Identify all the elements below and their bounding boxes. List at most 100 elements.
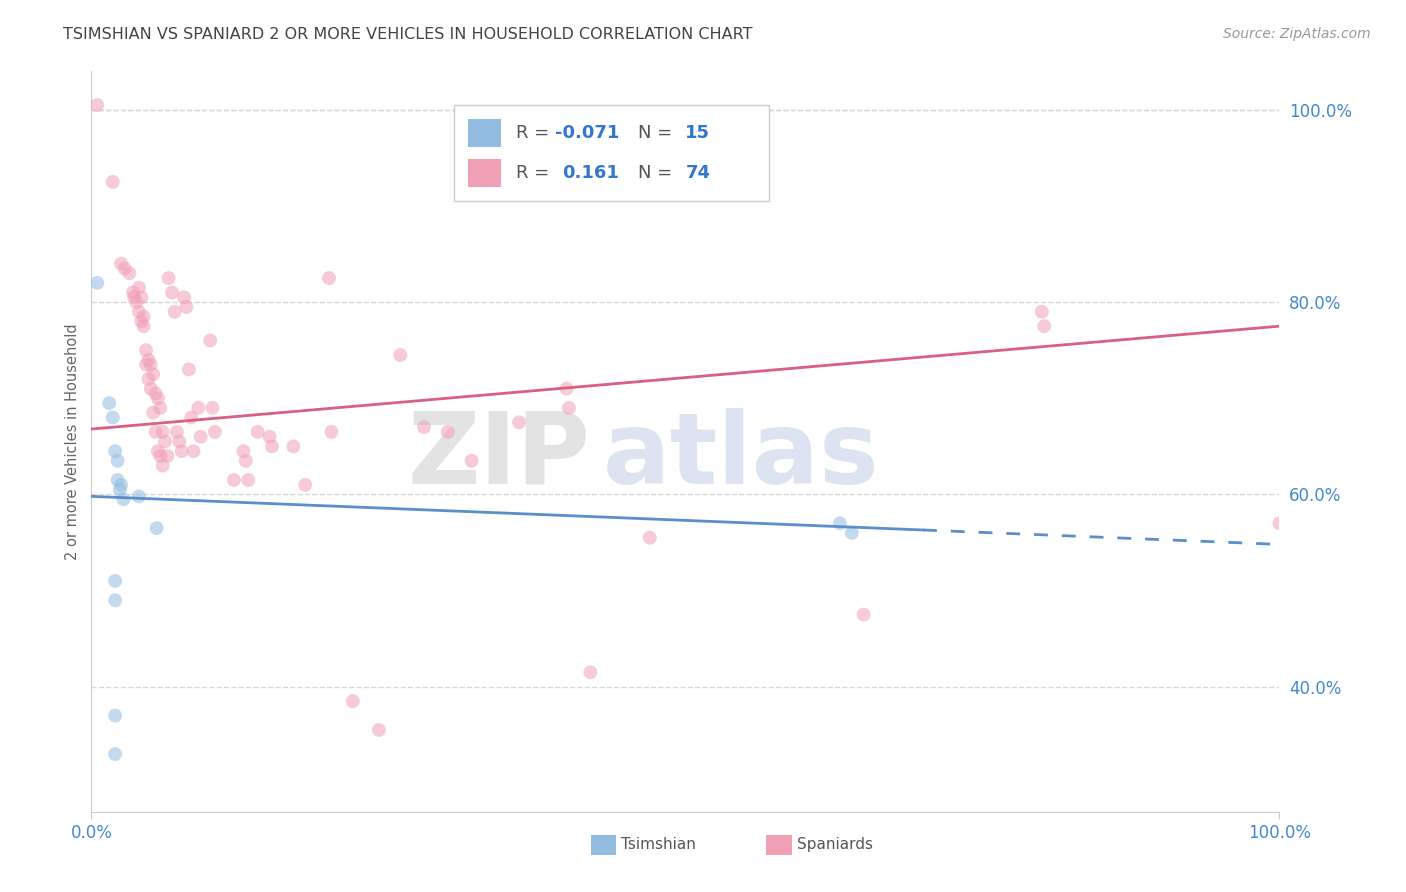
Point	[139, 358, 162, 372]
Point	[152, 458, 174, 473]
Point	[156, 449, 179, 463]
Text: TSIMSHIAN VS SPANIARD 2 OR MORE VEHICLES IN HOUSEHOLD CORRELATION CHART: TSIMSHIAN VS SPANIARD 2 OR MORE VEHICLES…	[63, 27, 752, 42]
Point	[104, 574, 127, 588]
Point	[163, 304, 186, 318]
Point	[413, 420, 436, 434]
Point	[170, 444, 193, 458]
Point	[153, 434, 176, 449]
Point	[204, 425, 226, 439]
Point	[86, 276, 108, 290]
Point	[86, 98, 108, 112]
Point	[173, 290, 195, 304]
Point	[177, 362, 200, 376]
Text: N =: N =	[638, 124, 678, 142]
Point	[101, 175, 124, 189]
Text: 74: 74	[685, 164, 710, 182]
Bar	[468, 159, 502, 186]
Point	[139, 382, 162, 396]
Point	[104, 444, 127, 458]
Text: R =: R =	[516, 164, 554, 182]
Point	[1268, 516, 1291, 531]
Point	[110, 257, 132, 271]
Point	[246, 425, 269, 439]
Point	[101, 410, 124, 425]
Point	[122, 290, 145, 304]
Point	[166, 425, 188, 439]
Point	[260, 439, 283, 453]
Point	[146, 391, 169, 405]
Y-axis label: 2 or more Vehicles in Household: 2 or more Vehicles in Household	[65, 323, 80, 560]
Point	[828, 516, 851, 531]
Point	[145, 386, 167, 401]
Point	[389, 348, 412, 362]
Point	[104, 593, 127, 607]
Text: 0.161: 0.161	[562, 164, 619, 182]
Point	[142, 406, 165, 420]
Text: Spaniards: Spaniards	[797, 838, 873, 852]
Text: Tsimshian: Tsimshian	[621, 838, 696, 852]
Point	[107, 473, 129, 487]
Point	[200, 334, 222, 348]
Point	[294, 478, 316, 492]
Point	[579, 665, 602, 680]
Point	[129, 290, 152, 304]
Point	[1031, 304, 1053, 318]
Point	[222, 473, 245, 487]
Text: 15: 15	[685, 124, 710, 142]
Point	[436, 425, 458, 439]
Point	[235, 454, 257, 468]
Point	[108, 483, 131, 497]
Point	[104, 747, 127, 761]
Point	[132, 319, 155, 334]
Point	[107, 454, 129, 468]
Point	[187, 401, 209, 415]
Text: ZIP: ZIP	[408, 408, 591, 505]
Point	[129, 314, 152, 328]
Point	[238, 473, 260, 487]
Point	[149, 401, 172, 415]
Point	[114, 261, 136, 276]
Point	[283, 439, 305, 453]
Point	[183, 444, 205, 458]
Point	[145, 425, 167, 439]
Text: -0.071: -0.071	[555, 124, 619, 142]
Point	[180, 410, 202, 425]
Point	[460, 454, 482, 468]
Point	[321, 425, 343, 439]
Point	[98, 396, 121, 410]
Text: Source: ZipAtlas.com: Source: ZipAtlas.com	[1223, 27, 1371, 41]
Text: N =: N =	[638, 164, 678, 182]
Point	[508, 415, 530, 429]
Point	[176, 300, 198, 314]
FancyBboxPatch shape	[454, 104, 769, 201]
Point	[149, 449, 172, 463]
Point	[169, 434, 191, 449]
Point	[259, 430, 281, 444]
Point	[104, 708, 127, 723]
Point	[558, 401, 581, 415]
Point	[152, 425, 174, 439]
Point	[128, 304, 150, 318]
Point	[852, 607, 875, 622]
Point	[638, 531, 661, 545]
Point	[128, 489, 150, 503]
Point	[128, 281, 150, 295]
Point	[145, 521, 167, 535]
Point	[1033, 319, 1056, 334]
Point	[157, 271, 180, 285]
Point	[122, 285, 145, 300]
Point	[138, 372, 160, 386]
Point	[135, 358, 157, 372]
Point	[190, 430, 212, 444]
Point	[232, 444, 254, 458]
Point	[110, 478, 132, 492]
Point	[160, 285, 183, 300]
Point	[841, 525, 863, 540]
Point	[146, 444, 169, 458]
Point	[367, 723, 389, 737]
Point	[118, 266, 141, 280]
Point	[142, 368, 165, 382]
Point	[342, 694, 364, 708]
Text: atlas: atlas	[602, 408, 879, 505]
Point	[201, 401, 224, 415]
